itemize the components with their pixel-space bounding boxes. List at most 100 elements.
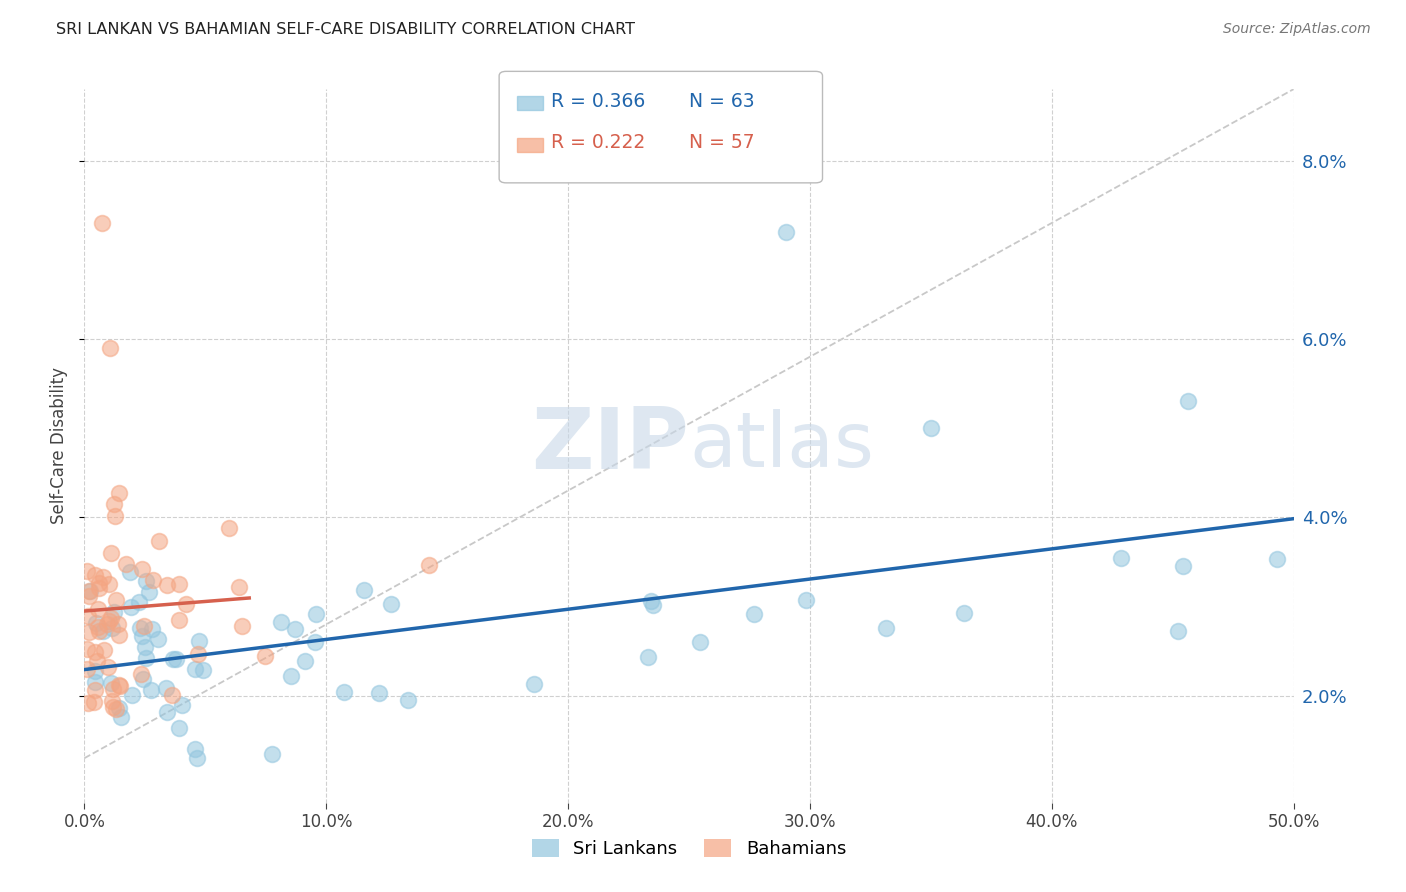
- Point: [108, 627, 131, 641]
- Point: [76, 662, 98, 676]
- Point: [1167, 624, 1189, 639]
- Point: [689, 635, 711, 649]
- Point: [794, 593, 817, 607]
- Point: [104, 702, 127, 716]
- Point: [76, 609, 98, 624]
- Legend: Sri Lankans, Bahamians: Sri Lankans, Bahamians: [524, 831, 853, 865]
- Point: [260, 747, 283, 762]
- Point: [101, 694, 124, 708]
- Point: [97, 660, 120, 674]
- Point: [294, 654, 316, 668]
- Point: [105, 592, 128, 607]
- Point: [183, 663, 205, 677]
- Point: [89, 581, 111, 595]
- Point: [186, 751, 208, 765]
- Point: [77, 696, 100, 710]
- Point: [101, 621, 124, 635]
- Point: [132, 619, 155, 633]
- Point: [131, 666, 153, 681]
- Point: [104, 508, 127, 523]
- Point: [91, 624, 114, 638]
- Point: [98, 577, 121, 591]
- Point: [128, 595, 150, 609]
- Point: [100, 611, 122, 625]
- Point: [83, 695, 105, 709]
- Point: [228, 581, 250, 595]
- Text: N = 63: N = 63: [689, 92, 755, 111]
- Text: SRI LANKAN VS BAHAMIAN SELF-CARE DISABILITY CORRELATION CHART: SRI LANKAN VS BAHAMIAN SELF-CARE DISABIL…: [56, 22, 636, 37]
- Point: [156, 706, 179, 720]
- Point: [637, 650, 659, 665]
- Point: [101, 699, 124, 714]
- Point: [380, 597, 402, 611]
- Point: [101, 682, 124, 697]
- Text: N = 57: N = 57: [689, 133, 755, 152]
- Point: [76, 565, 98, 579]
- Text: ZIP: ZIP: [531, 404, 689, 488]
- Point: [187, 647, 209, 661]
- Point: [1267, 552, 1289, 566]
- Point: [120, 600, 142, 615]
- Point: [134, 640, 156, 654]
- Point: [87, 575, 110, 590]
- Point: [135, 651, 157, 665]
- Point: [165, 652, 187, 666]
- Point: [270, 615, 292, 629]
- Point: [139, 682, 162, 697]
- Point: [920, 421, 942, 435]
- Point: [132, 672, 155, 686]
- Point: [183, 742, 205, 756]
- Point: [131, 629, 153, 643]
- Point: [131, 562, 153, 576]
- Point: [156, 578, 179, 592]
- Point: [129, 621, 152, 635]
- Point: [115, 558, 138, 572]
- Point: [148, 533, 170, 548]
- Point: [110, 709, 132, 723]
- Point: [162, 651, 184, 665]
- Point: [174, 597, 197, 611]
- Point: [188, 634, 211, 648]
- Point: [135, 574, 157, 589]
- Point: [86, 602, 108, 616]
- Point: [107, 701, 129, 715]
- Point: [332, 685, 354, 699]
- Point: [84, 664, 107, 678]
- Text: Source: ZipAtlas.com: Source: ZipAtlas.com: [1223, 22, 1371, 37]
- Point: [103, 497, 125, 511]
- Point: [79, 589, 101, 603]
- Point: [191, 663, 214, 677]
- Point: [108, 679, 131, 693]
- Point: [84, 616, 107, 631]
- Point: [155, 681, 177, 695]
- Point: [96, 616, 118, 631]
- Point: [107, 617, 129, 632]
- Point: [77, 584, 100, 599]
- Point: [1177, 394, 1199, 409]
- Point: [108, 485, 131, 500]
- Point: [146, 632, 169, 647]
- Point: [97, 614, 120, 628]
- Point: [418, 558, 440, 572]
- Point: [77, 624, 100, 639]
- Point: [218, 521, 240, 535]
- Point: [98, 341, 121, 355]
- Point: [231, 619, 253, 633]
- Point: [742, 607, 765, 621]
- Point: [167, 721, 190, 735]
- Point: [93, 642, 115, 657]
- Point: [87, 620, 110, 634]
- Point: [79, 584, 101, 599]
- Point: [76, 641, 98, 656]
- Point: [170, 698, 193, 713]
- Point: [284, 622, 307, 636]
- Point: [100, 675, 122, 690]
- Point: [640, 594, 662, 608]
- Point: [87, 624, 110, 638]
- Point: [100, 546, 122, 560]
- Point: [875, 621, 897, 635]
- Point: [142, 573, 165, 587]
- Text: R = 0.366: R = 0.366: [551, 92, 645, 111]
- Point: [141, 622, 163, 636]
- Point: [1109, 550, 1132, 565]
